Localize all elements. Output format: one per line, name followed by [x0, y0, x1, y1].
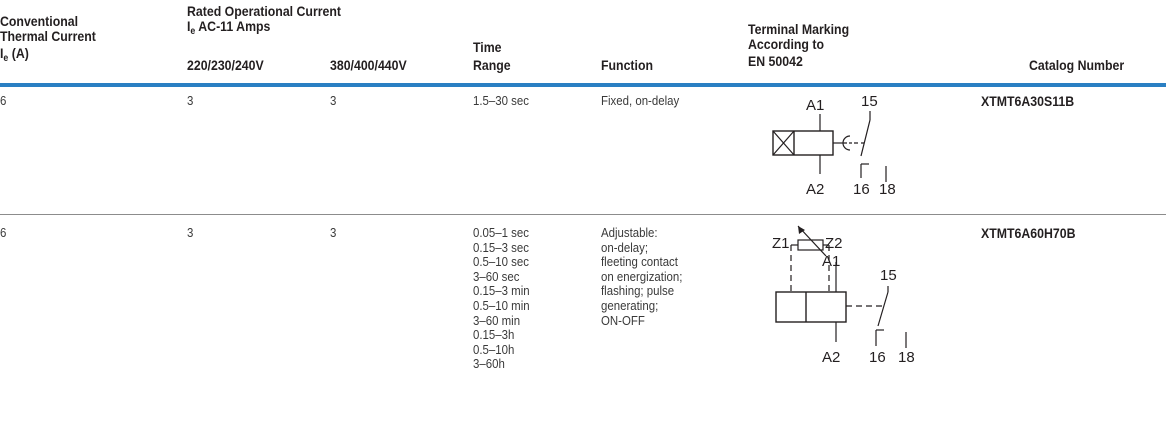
header-catalog-number: Catalog Number — [1029, 57, 1125, 73]
row2-time-7: 0.15–3h — [473, 327, 515, 343]
row2-time-0: 0.05–1 sec — [473, 225, 529, 240]
row2-time-5: 0.5–10 min — [473, 297, 530, 313]
row1-label-a1: A1 — [806, 97, 824, 114]
row1-function-0: Fixed, on-delay — [601, 93, 680, 108]
row2-time-4: 0.15–3 min — [473, 283, 530, 299]
row2-function-6: ON-OFF — [601, 312, 645, 328]
row2-label-z1: Z1 — [772, 235, 790, 252]
row1-terminal-diagram: A1 15 A2 16 18 — [772, 93, 896, 198]
row2-label-15: 15 — [880, 267, 897, 284]
row2-thermal-current: 6 — [0, 225, 7, 240]
header-function: Function — [601, 57, 654, 73]
header-thermal-current: Conventional Thermal Current Ie (A) — [0, 13, 96, 64]
row2-catalog-number: XTMT6A60H70B — [981, 225, 1076, 241]
row1-catalog-number: XTMT6A30S11B — [981, 93, 1075, 109]
row-divider — [0, 214, 1166, 215]
row1-time-range: 1.5–30 sec — [473, 93, 529, 109]
row1-thermal-current: 6 — [0, 93, 7, 108]
row2-label-18: 18 — [898, 349, 915, 366]
row2-time-2: 0.5–10 sec — [473, 254, 529, 270]
row2-function: Adjustable: on-delay; fleeting contact o… — [601, 225, 683, 328]
row2-time-8: 0.5–10h — [473, 341, 515, 357]
row2-function-1: on-delay; — [601, 239, 649, 255]
row2-function-4: flashing; pulse — [601, 283, 675, 299]
row2-label-a1: A1 — [822, 253, 840, 270]
header-thermal-line1: Conventional — [0, 13, 79, 29]
row2-time-9: 3–60h — [473, 356, 505, 372]
header-rated-line2: Ie AC-11 Amps — [187, 18, 271, 37]
header-time-range: Time Range — [473, 40, 511, 73]
header-rated-240v: 220/230/240V — [187, 57, 264, 73]
header-rated-440v: 380/400/440V — [330, 57, 407, 73]
header-rated-current: Rated Operational Current Ie AC-11 Amps — [187, 3, 342, 37]
header-thermal-line3: Ie (A) — [0, 45, 29, 64]
header-thermal-line2: Thermal Current — [0, 28, 96, 44]
row2-function-5: generating; — [601, 297, 659, 313]
row1-label-18: 18 — [879, 181, 896, 198]
row2-label-a2: A2 — [822, 349, 840, 366]
row1-label-a2: A2 — [806, 181, 824, 198]
row2-terminal-diagram: Z1 Z2 A1 15 A2 16 18 — [772, 225, 915, 366]
row2-function-3: on energization; — [601, 268, 683, 284]
header-terminal-marking: Terminal Marking According to EN 50042 — [748, 22, 849, 69]
header-time-line2: Range — [473, 57, 511, 73]
row2-time-1: 0.15–3 sec — [473, 239, 529, 255]
header-terminal-line2: According to — [748, 36, 824, 52]
row1-current-240v: 3 — [187, 93, 194, 108]
row2-function-2: fleeting contact — [601, 254, 678, 270]
header-rule — [0, 83, 1166, 87]
row1-label-15: 15 — [861, 93, 878, 110]
row1-time-0: 1.5–30 sec — [473, 93, 529, 108]
row2-label-16: 16 — [869, 349, 886, 366]
header-terminal-line3: EN 50042 — [748, 53, 803, 69]
row2-time-6: 3–60 min — [473, 312, 521, 328]
row1-current-440v: 3 — [330, 93, 337, 108]
header-rated-line1: Rated Operational Current — [187, 3, 342, 19]
header-terminal-line1: Terminal Marking — [748, 21, 850, 37]
row1-label-16: 16 — [853, 181, 870, 198]
row2-time-3: 3–60 sec — [473, 268, 520, 284]
header-time-line1: Time — [473, 39, 502, 55]
row2-time-range: 0.05–1 sec 0.15–3 sec 0.5–10 sec 3–60 se… — [473, 225, 530, 372]
row2-label-z2: Z2 — [825, 235, 843, 252]
row1-function: Fixed, on-delay — [601, 93, 680, 109]
row2-current-240v: 3 — [187, 225, 194, 240]
row2-current-440v: 3 — [330, 225, 337, 240]
row2-function-0: Adjustable: — [601, 225, 658, 240]
